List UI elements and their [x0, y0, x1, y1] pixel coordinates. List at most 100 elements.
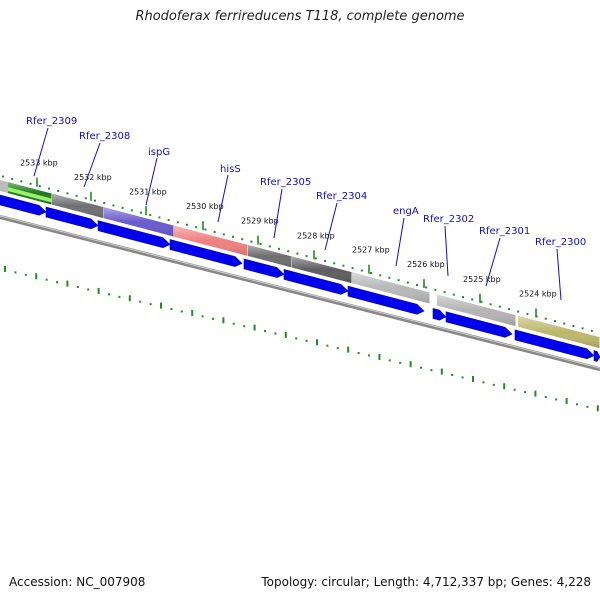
- inner-dash: [35, 273, 38, 280]
- outer-dot: [406, 281, 409, 284]
- outer-dot: [29, 182, 32, 185]
- inner-dash: [440, 368, 443, 375]
- inner-dot: [87, 288, 90, 291]
- outer-dot: [259, 243, 262, 246]
- outer-dot: [140, 211, 142, 214]
- cds-arrow: [347, 285, 425, 315]
- outer-dot: [544, 317, 547, 320]
- inner-dot: [326, 344, 329, 347]
- inner-dot: [264, 330, 266, 333]
- outer-dot: [20, 180, 23, 183]
- inner-dash: [596, 405, 599, 412]
- inner-dot: [170, 308, 173, 311]
- outer-dot: [204, 228, 207, 231]
- outer-dot: [75, 194, 78, 197]
- gene-label: ispG: [148, 147, 170, 158]
- outer-dot: [443, 291, 446, 294]
- inner-dot: [305, 339, 308, 342]
- inner-dot: [295, 337, 298, 340]
- gene-label: engA: [393, 206, 419, 217]
- outer-dot: [296, 252, 299, 255]
- outer-dot: [186, 223, 188, 226]
- outer-dot: [388, 276, 391, 279]
- outer-dot: [2, 175, 4, 178]
- inner-dot: [139, 300, 142, 303]
- outer-dot: [471, 298, 474, 301]
- inner-dot: [482, 381, 485, 384]
- outer-dot: [342, 264, 345, 267]
- inner-dot: [420, 366, 422, 369]
- inner-dot: [149, 303, 152, 306]
- cds-arrow: [432, 308, 447, 321]
- inner-dash: [316, 339, 318, 346]
- outer-dot: [526, 312, 529, 315]
- kbp-tick-label: 2530 kbp: [186, 202, 224, 211]
- outer-dot: [130, 209, 133, 212]
- cds-arrow: [593, 350, 600, 362]
- inner-dash: [378, 353, 381, 360]
- outer-dot: [563, 322, 566, 325]
- outer-dot: [554, 320, 556, 323]
- gene-band-shade: [248, 244, 292, 268]
- outer-dot: [38, 185, 41, 188]
- inner-dot: [45, 278, 48, 281]
- inner-dot: [586, 405, 589, 408]
- outer-dot: [103, 202, 106, 205]
- inner-dash: [191, 309, 194, 316]
- outer-dot: [333, 262, 336, 265]
- outer-dot: [581, 327, 584, 330]
- cds-arrow: [169, 239, 243, 267]
- outer-dot: [498, 305, 501, 308]
- gene-label: Rfer_2300: [535, 237, 586, 248]
- inner-dot: [24, 273, 27, 276]
- outer-dot: [314, 257, 317, 260]
- inner-dot: [243, 325, 246, 328]
- outer-dot: [149, 214, 152, 217]
- outer-dot: [572, 324, 575, 327]
- inner-dot: [357, 352, 360, 355]
- inner-dot: [108, 293, 110, 296]
- gene-leader-line: [485, 237, 501, 287]
- inner-dot: [451, 374, 454, 377]
- outer-dot: [379, 274, 382, 277]
- kbp-tick-label: 2529 kbp: [241, 217, 279, 226]
- inner-dot: [274, 332, 277, 335]
- kbp-tick-label: 2526 kbp: [407, 260, 445, 269]
- inner-dot: [180, 310, 183, 313]
- gene-leader-line: [33, 127, 49, 177]
- gene-band-shade: [174, 225, 248, 256]
- backbone-highlight: [0, 215, 600, 369]
- gene-leader-line: [145, 157, 158, 206]
- outer-dot: [158, 216, 161, 219]
- backbone: [0, 215, 600, 372]
- inner-dot: [461, 376, 464, 379]
- outer-dot: [416, 283, 418, 286]
- outer-dot: [287, 250, 290, 253]
- outer-dot: [241, 238, 244, 241]
- outer-dot: [462, 296, 464, 299]
- outer-dot: [268, 245, 271, 248]
- inner-dash: [409, 361, 412, 368]
- inner-dash: [347, 346, 350, 353]
- cds-arrow: [283, 269, 349, 295]
- gene-label: Rfer_2305: [260, 177, 311, 188]
- kbp-tick-label: 2533 kbp: [20, 159, 58, 168]
- outer-dot: [452, 293, 455, 296]
- inner-dash: [472, 375, 474, 382]
- inner-dash: [66, 280, 69, 287]
- cds-arrow-track: [0, 194, 600, 362]
- cds-arrow: [445, 311, 513, 338]
- inner-dot: [555, 398, 558, 401]
- backbone-line: [0, 215, 600, 372]
- inner-dash: [565, 397, 568, 404]
- outer-dot: [305, 255, 308, 258]
- inner-dot: [232, 322, 235, 325]
- gene-label: Rfer_2302: [423, 214, 474, 225]
- inner-dot: [76, 286, 79, 289]
- outer-dot: [84, 197, 87, 200]
- outer-dot: [360, 269, 363, 272]
- inner-dot: [201, 315, 204, 318]
- outer-dot: [324, 259, 326, 262]
- inner-dot: [336, 347, 339, 350]
